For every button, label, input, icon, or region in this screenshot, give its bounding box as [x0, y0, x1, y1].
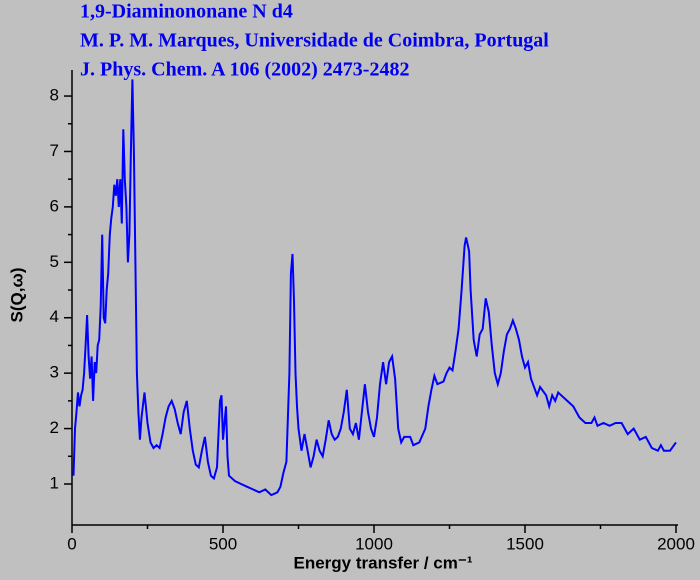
- y-tick-label: 7: [50, 141, 59, 160]
- x-tick-label: 0: [67, 534, 76, 553]
- chart-title: 1,9-Diaminononane N d4: [80, 1, 293, 23]
- chart-subtitle: M. P. M. Marques, Universidade de Coimbr…: [80, 30, 549, 52]
- y-tick-label: 3: [50, 363, 59, 382]
- y-tick-label: 5: [50, 252, 59, 271]
- spectrum-line: [72, 79, 677, 497]
- x-tick-label: 500: [209, 534, 237, 553]
- y-tick-label: 4: [50, 307, 59, 326]
- y-axis-label: S(Q,ω): [7, 268, 26, 323]
- x-axis-label: Energy transfer / cm⁻¹: [293, 553, 472, 572]
- x-tick-label: 1500: [506, 534, 544, 553]
- y-tick-label: 1: [50, 473, 59, 492]
- y-tick-label: 8: [50, 86, 59, 105]
- chart-subtitle: J. Phys. Chem. A 106 (2002) 2473-2482: [80, 59, 409, 81]
- x-tick-label: 1000: [355, 534, 393, 553]
- y-tick-label: 2: [50, 418, 59, 437]
- y-tick-label: 6: [50, 196, 59, 215]
- x-tick-label: 2000: [657, 534, 695, 553]
